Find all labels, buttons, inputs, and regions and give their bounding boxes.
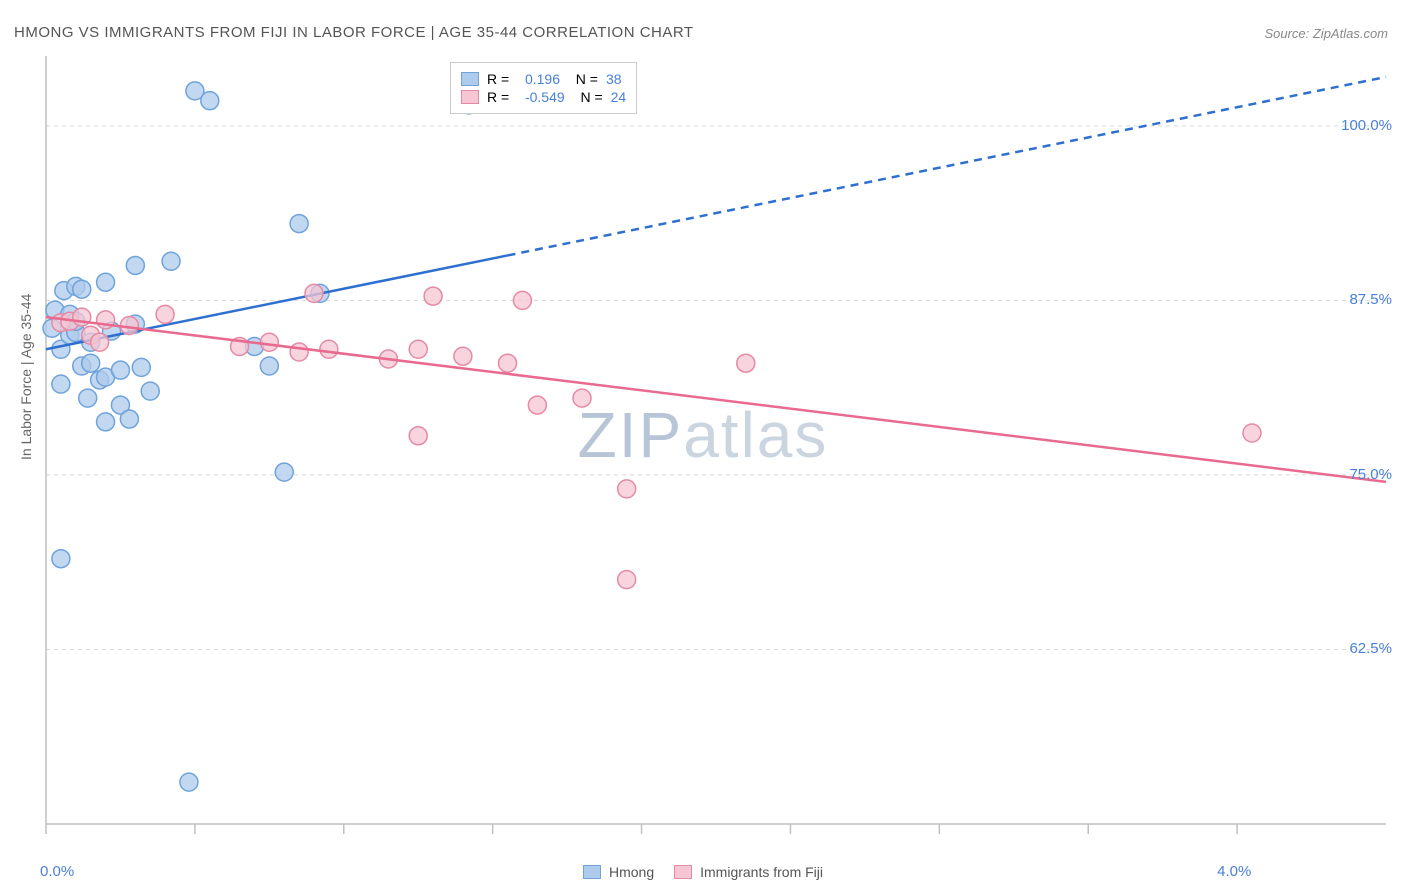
legend-label-fiji: Immigrants from Fiji	[700, 864, 823, 880]
plot-svg	[0, 0, 1406, 892]
x-tick-label: 0.0%	[40, 863, 74, 880]
y-tick-label: 87.5%	[1349, 291, 1392, 308]
stat-n-value: 24	[611, 89, 627, 105]
swatch-icon	[461, 90, 479, 104]
stat-legend-row: R = -0.549 N = 24	[461, 89, 626, 105]
stat-n-value: 38	[606, 71, 622, 87]
stat-r-label: R =	[487, 71, 517, 87]
y-tick-label: 62.5%	[1349, 640, 1392, 657]
x-tick-label: 4.0%	[1217, 863, 1251, 880]
stat-r-value: -0.549	[525, 89, 565, 105]
stat-legend: R = 0.196 N = 38 R = -0.549 N = 24	[450, 62, 637, 114]
swatch-hmong	[583, 865, 601, 879]
series-legend: Hmong Immigrants from Fiji	[583, 864, 823, 880]
swatch-icon	[461, 72, 479, 86]
stat-r-value: 0.196	[525, 71, 560, 87]
stat-legend-row: R = 0.196 N = 38	[461, 71, 626, 87]
stat-n-label: N =	[568, 71, 598, 87]
stat-r-label: R =	[487, 89, 517, 105]
y-tick-label: 75.0%	[1349, 466, 1392, 483]
legend-item-fiji: Immigrants from Fiji	[674, 864, 823, 880]
swatch-fiji	[674, 865, 692, 879]
legend-item-hmong: Hmong	[583, 864, 654, 880]
y-tick-label: 100.0%	[1341, 117, 1392, 134]
correlation-chart: HMONG VS IMMIGRANTS FROM FIJI IN LABOR F…	[0, 0, 1406, 892]
stat-n-label: N =	[573, 89, 603, 105]
legend-label-hmong: Hmong	[609, 864, 654, 880]
